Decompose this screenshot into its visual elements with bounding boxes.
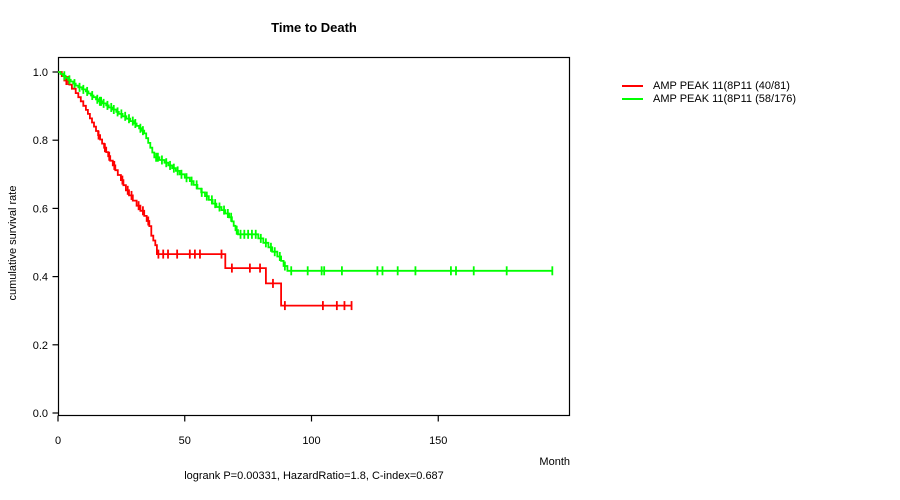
y-tick-label: 0.2: [33, 340, 48, 352]
x-axis-label: Month: [539, 456, 570, 468]
y-tick-label: 0.0: [33, 408, 48, 420]
legend-item: AMP PEAK 11(8P11 (40/81): [622, 79, 796, 92]
x-tick-label: 0: [55, 435, 61, 447]
legend-line-swatch: [622, 97, 643, 100]
x-tick-label: 50: [179, 435, 191, 447]
legend-label: AMP PEAK 11(8P11 (58/176): [653, 92, 797, 105]
y-tick-label: 0.8: [33, 135, 48, 147]
y-tick-label: 1.0: [33, 67, 48, 79]
plot-box: [57, 56, 571, 417]
legend: AMP PEAK 11(8P11 (40/81) AMP PEAK 11(8P1…: [622, 79, 796, 105]
survival-curve-group-red: [58, 71, 353, 307]
stats-footer: logrank P=0.00331, HazardRatio=1.8, C-in…: [184, 470, 444, 482]
y-tick-label: 0.6: [33, 203, 48, 215]
survival-curve-group-green: [58, 71, 553, 272]
y-tick-label: 0.4: [33, 272, 48, 284]
x-tick-label: 100: [302, 435, 320, 447]
legend-item: AMP PEAK 11(8P11 (58/176): [622, 92, 796, 105]
legend-label: AMP PEAK 11(8P11 (40/81): [653, 79, 790, 92]
legend-line-swatch: [622, 84, 643, 87]
chart-title: Time to Death: [271, 20, 357, 35]
x-tick-label: 150: [429, 435, 447, 447]
